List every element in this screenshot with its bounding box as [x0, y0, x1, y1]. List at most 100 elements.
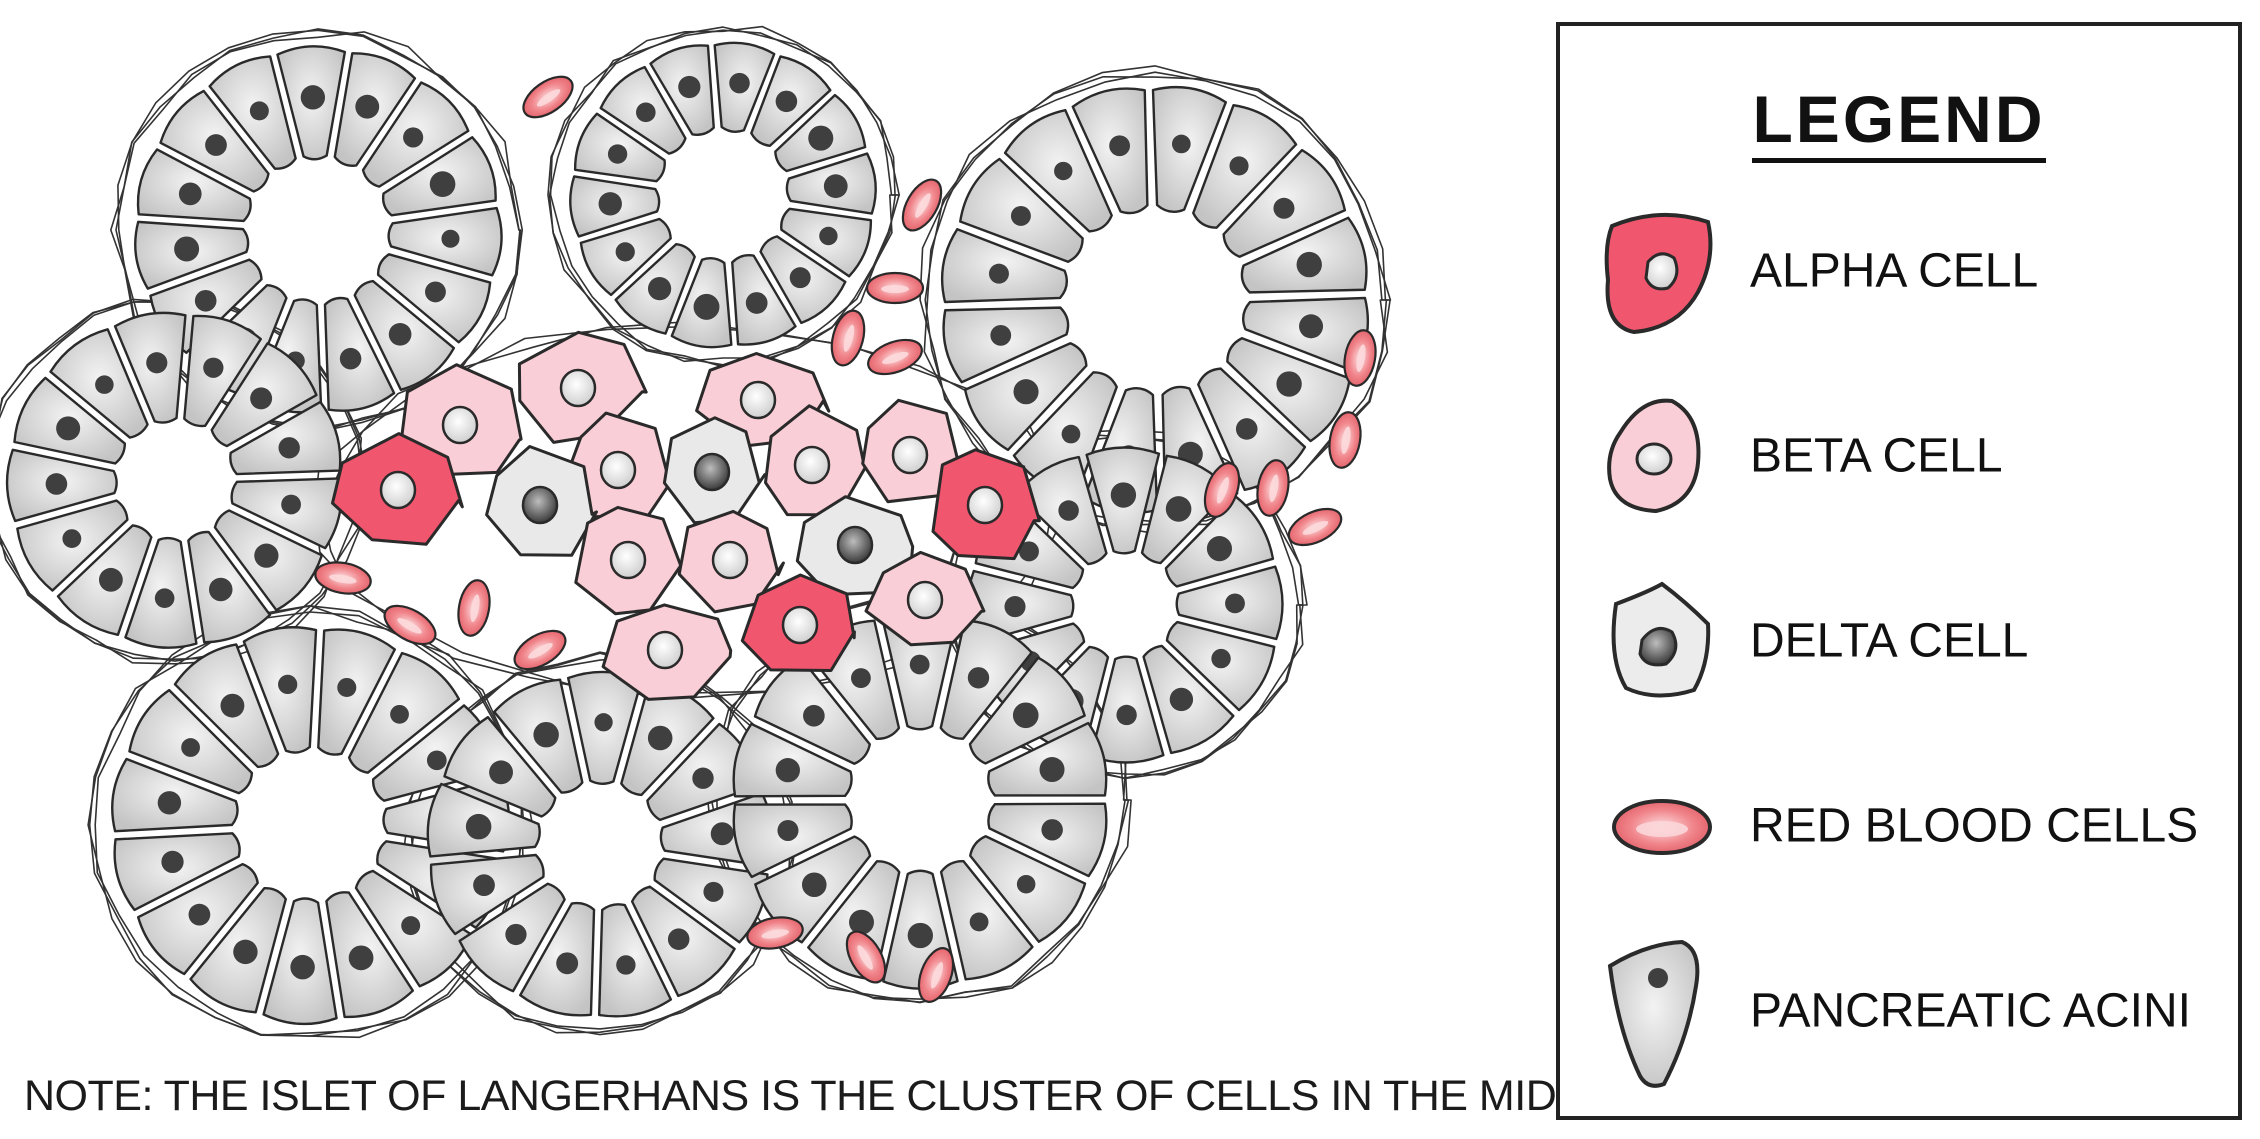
acinar-nucleus	[1012, 702, 1039, 729]
acinar-nucleus	[710, 822, 734, 846]
acinar-nucleus	[1206, 536, 1233, 562]
acinar-nucleus	[775, 90, 798, 113]
acinar-nucleus	[849, 909, 874, 935]
acinar-nucleus	[616, 955, 636, 975]
red-blood-cell	[314, 561, 372, 595]
acinar-nucleus	[967, 667, 990, 689]
red-blood-cell	[746, 916, 804, 950]
legend-item-beta: BETA CELL	[1560, 381, 2238, 531]
acinar-nucleus	[693, 293, 720, 320]
acinar-nucleus	[56, 416, 81, 441]
acinar-cell	[987, 802, 1108, 878]
acinar-nucleus	[667, 928, 690, 950]
acinar-nucleus	[1171, 134, 1191, 154]
delta-nucleus	[693, 452, 731, 492]
legend-item-delta: DELTA CELL	[1560, 566, 2238, 716]
acinar-nucleus	[1004, 596, 1026, 618]
delta-cell	[795, 495, 915, 597]
islet-diagram	[0, 25, 1392, 1039]
delta-cell-icon	[1611, 581, 1711, 698]
acinar-nucleus	[95, 375, 114, 394]
acinar-nucleus	[1229, 156, 1249, 176]
beta-cell	[861, 398, 963, 504]
acinar-nucleus	[401, 916, 421, 936]
acinar-nucleus	[1016, 874, 1036, 894]
acinar-cell	[942, 306, 1070, 384]
delta-nucleus	[521, 485, 559, 525]
acinar-nucleus	[533, 721, 559, 748]
acinar-nucleus	[745, 292, 768, 314]
acinar-nucleus	[1110, 482, 1137, 508]
acinar-nucleus	[1010, 205, 1031, 226]
alpha-cell	[331, 432, 464, 546]
alpha-nucleus	[966, 485, 1004, 525]
acinar-nucleus	[1211, 648, 1231, 669]
note-text: NOTE: THE ISLET OF LANGERHANS IS THE CLU…	[24, 1072, 1639, 1120]
red-blood-cell-icon	[1612, 799, 1712, 855]
acinar-nucleus	[161, 850, 184, 874]
acinar-nucleus	[194, 289, 217, 312]
alpha-cell-icon	[1604, 212, 1713, 335]
acinar-cell	[1151, 85, 1227, 214]
red-blood-cell	[845, 930, 887, 984]
beta-nucleus	[793, 445, 831, 485]
legend-panel: LEGEND ALPHA CELL BETA CELL DELTA CELL R…	[1556, 22, 2242, 1120]
acinar-nucleus	[615, 242, 635, 262]
acinar-nucleus	[775, 758, 800, 783]
acinar-nucleus	[154, 588, 175, 609]
acinar-nucleus	[678, 75, 701, 99]
acinar-nucleus	[647, 725, 673, 751]
acinar-nucleus	[290, 954, 315, 980]
acinar-nucleus	[45, 473, 68, 495]
red-blood-cell	[383, 604, 437, 646]
red-blood-cell	[1343, 329, 1377, 387]
acinar-nucleus	[692, 767, 714, 789]
beta-cell-icon	[1607, 398, 1701, 514]
beta-nucleus	[441, 405, 479, 445]
acinar-nucleus	[777, 819, 799, 841]
acinar-nucleus	[146, 352, 168, 374]
acinar-nucleus	[337, 677, 357, 698]
red-blood-cell	[1328, 411, 1362, 469]
acinar-nucleus	[250, 387, 273, 410]
acinar-cell	[597, 903, 673, 1018]
acinar-nucleus	[278, 437, 300, 459]
acinar-nucleus	[969, 912, 989, 932]
islet-of-langerhans	[331, 330, 1041, 701]
acinar-nucleus	[1039, 757, 1065, 783]
beta-nucleus	[646, 630, 684, 670]
acinar-nucleus	[647, 277, 672, 301]
acinar-nucleus	[789, 267, 811, 289]
acinar-nucleus	[426, 750, 447, 771]
acinar-nucleus	[157, 791, 182, 815]
beta-nucleus	[609, 540, 647, 580]
beta-cell	[677, 509, 785, 614]
acinar-nucleus	[556, 952, 579, 975]
red-blood-cell	[1287, 507, 1343, 547]
acinar-nucleus	[1054, 161, 1073, 181]
acinar-nucleus	[403, 127, 424, 148]
acinar-nucleus	[181, 738, 200, 757]
red-blood-cell	[867, 338, 923, 376]
beta-cell	[574, 505, 684, 616]
acinar-nucleus	[808, 125, 834, 151]
acinar-nucleus	[441, 229, 460, 248]
acinar-nucleus	[801, 872, 827, 898]
acinar-nucleus	[636, 102, 656, 123]
legend-item-alpha: ALPHA CELL	[1560, 196, 2238, 346]
acinar-nucleus	[1235, 418, 1258, 440]
red-blood-cell	[830, 309, 866, 367]
acinar-nucleus	[803, 704, 825, 727]
acinar-nucleus	[203, 357, 224, 378]
beta-nucleus	[599, 450, 637, 490]
beta-nucleus	[711, 540, 749, 580]
acinar-nucleus	[1299, 314, 1324, 339]
alpha-cell	[740, 573, 856, 672]
acinar-nucleus	[178, 182, 202, 206]
acinar-nucleus	[339, 347, 362, 370]
acinar-nucleus	[188, 903, 211, 926]
red-blood-cell	[901, 178, 943, 232]
acinar-cell	[317, 628, 396, 756]
acinar-nucleus	[98, 567, 123, 592]
acinar-nucleus	[281, 494, 301, 515]
